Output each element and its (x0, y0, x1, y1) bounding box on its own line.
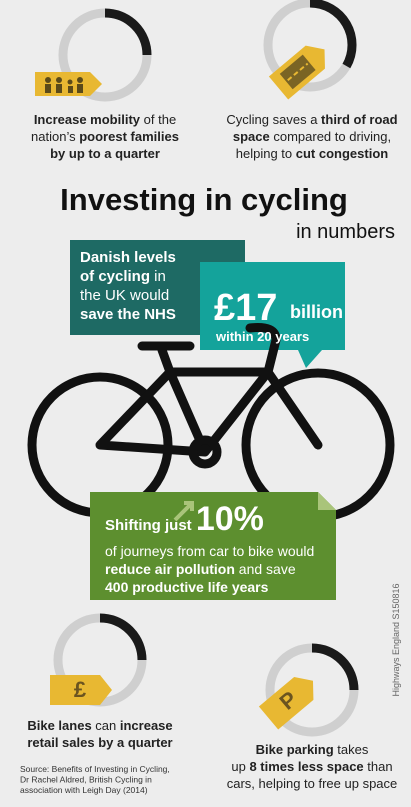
shift-figure: 10% (196, 500, 264, 538)
infographic: £ P Investing in cycling in numbers £17 … (0, 0, 411, 807)
fact-road-space-text: Cycling saves a (226, 112, 321, 127)
nhs-period: within 20 years (215, 329, 309, 344)
fact-retail-text: Bike lanes (27, 718, 91, 733)
shift-text: 400 productive life years (105, 579, 269, 595)
shift-line: reduce air pollution and save (105, 561, 296, 577)
nhs-amount: £17 (214, 287, 277, 329)
danish-text: the UK would (80, 287, 169, 304)
source-line: Source: Benefits of Investing in Cycling… (20, 764, 170, 774)
fact-road-space-text: cut congestion (296, 146, 389, 161)
fact-retail-text: increase (120, 718, 173, 733)
danish-text: of cycling (80, 268, 150, 285)
shift-lead: Shifting just (105, 517, 196, 534)
fact-retail-text: retail sales by a quarter (27, 735, 172, 750)
fact-road-space-text: compared to driving, (270, 129, 391, 144)
fact-parking-text: cars, helping to free up space (227, 776, 398, 791)
fact-parking-text: up (231, 759, 249, 774)
fact-road-space-text: helping to (236, 146, 296, 161)
shift-text: of journeys from car to bike would (105, 543, 314, 559)
fact-parking-line: up 8 times less space than (231, 759, 392, 774)
nhs-unit: billion (290, 302, 343, 322)
danish-text: Danish levels (80, 249, 176, 266)
fact-road-space-line: helping to cut congestion (236, 146, 389, 161)
fact-retail-line: Bike lanes can increase (27, 718, 172, 733)
danish-line: of cycling in (80, 268, 166, 285)
fact-mobility-text: poorest families (79, 129, 179, 144)
fact-parking-line: cars, helping to free up space (227, 776, 398, 791)
fact-mobility-line: by up to a quarter (50, 146, 160, 161)
source-line: Dr Rachel Aldred, British Cycling in (20, 775, 152, 785)
pound-icon: £ (74, 677, 87, 702)
fact-mobility-line: nation’s poorest families (31, 129, 179, 144)
shift-text: and save (235, 561, 296, 577)
title: Investing in cycling (60, 182, 348, 217)
fact-retail-line: retail sales by a quarter (27, 735, 172, 750)
danish-line: save the NHS (80, 306, 176, 323)
fact-parking-line: Bike parking takes (256, 742, 369, 757)
fact-parking-text: Bike parking (256, 742, 334, 757)
source-line: association with Leigh Day (2014) (20, 785, 148, 795)
fact-road-space-line: space compared to driving, (233, 129, 391, 144)
danish-line: Danish levels (80, 249, 176, 266)
danish-text: in (150, 268, 166, 285)
fact-road-space-line: Cycling saves a third of road (226, 112, 397, 127)
shift-text: reduce air pollution (105, 561, 235, 577)
shift-line: of journeys from car to bike would (105, 543, 314, 559)
fact-parking-text: than (364, 759, 393, 774)
source-text: association with Leigh Day (2014) (20, 785, 148, 795)
fact-parking-text: takes (334, 742, 369, 757)
fact-mobility-line: Increase mobility of the (34, 112, 176, 127)
fact-mobility-text: Increase mobility (34, 112, 141, 127)
danish-text: save the NHS (80, 306, 176, 323)
shift-line: 400 productive life years (105, 579, 269, 595)
fact-mobility-text: of the (140, 112, 176, 127)
source-text: Source: Benefits of Investing in Cycling… (20, 764, 170, 774)
fact-retail-text: can (92, 718, 120, 733)
fact-mobility-text: by up to a quarter (50, 146, 160, 161)
fact-parking-text: 8 times less space (249, 759, 363, 774)
danish-line: the UK would (80, 287, 169, 304)
subtitle: in numbers (296, 221, 395, 243)
fact-road-space-text: third of road (321, 112, 398, 127)
source-text: Dr Rachel Aldred, British Cycling in (20, 775, 152, 785)
fact-mobility-text: nation’s (31, 129, 79, 144)
credit: Highways England S150816 (391, 583, 401, 696)
fact-road-space-text: space (233, 129, 270, 144)
